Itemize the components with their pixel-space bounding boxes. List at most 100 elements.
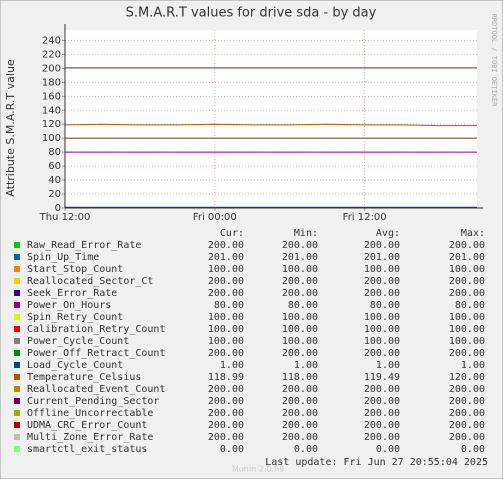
y-tick-label: 20: [48, 189, 61, 200]
legend-header: Min:: [294, 228, 318, 239]
legend-stat: 100.00: [282, 264, 318, 275]
legend-swatch: [14, 302, 20, 308]
legend-stat: 0.00: [220, 444, 244, 455]
legend-stat: 80.00: [455, 300, 485, 311]
legend-stat: 100.00: [282, 324, 318, 335]
legend-stat: 100.00: [364, 324, 400, 335]
legend-stat: 200.00: [208, 408, 244, 419]
legend-stat: 200.00: [208, 348, 244, 359]
legend-stat: 200.00: [449, 432, 485, 443]
series-line: [64, 123, 477, 127]
legend-swatch: [14, 410, 20, 416]
legend-stat: 200.00: [282, 276, 318, 287]
legend-stat: 200.00: [282, 348, 318, 359]
legend-swatch: [14, 278, 20, 284]
y-tick-label: 80: [48, 147, 61, 158]
legend-stat: 118.00: [282, 372, 318, 383]
y-tick-label: 120: [42, 119, 61, 130]
y-tick-label: 100: [42, 133, 61, 144]
legend-stat: 200.00: [282, 384, 318, 395]
legend-stat: 200.00: [364, 276, 400, 287]
legend-label: Offline_Uncorrectable: [27, 408, 153, 419]
legend-label: Power_Off_Retract_Count: [27, 348, 165, 359]
legend-label: Start_Stop_Count: [27, 264, 123, 275]
legend-stat: 100.00: [364, 336, 400, 347]
legend-stat: 200.00: [208, 288, 244, 299]
chart-title: S.M.A.R.T values for drive sda - by day: [126, 6, 377, 21]
legend-stat: 200.00: [364, 348, 400, 359]
legend-stat: 200.00: [449, 420, 485, 431]
legend-stat: 200.00: [364, 384, 400, 395]
legend-swatch: [14, 398, 20, 404]
legend-label: Raw_Read_Error_Rate: [27, 240, 141, 251]
legend-stat: 200.00: [282, 420, 318, 431]
legend-stat: 200.00: [208, 420, 244, 431]
legend-stat: 200.00: [282, 396, 318, 407]
legend-stat: 200.00: [449, 384, 485, 395]
legend-stat: 200.00: [449, 348, 485, 359]
legend-stat: 200.00: [449, 408, 485, 419]
y-tick-label: 140: [42, 105, 61, 116]
legend-stat: 200.00: [208, 432, 244, 443]
legend-swatch: [14, 254, 20, 260]
legend-swatch: [14, 290, 20, 296]
legend-label: Current_Pending_Sector: [27, 396, 159, 407]
legend-label: Seek_Error_Rate: [27, 288, 117, 299]
legend-stat: 100.00: [208, 336, 244, 347]
y-tick-label: 0: [55, 203, 61, 214]
legend-label: Reallocated_Event_Count: [27, 384, 165, 395]
legend-swatch: [14, 266, 20, 272]
y-tick-label: 180: [42, 77, 61, 88]
legend-stat: 100.00: [449, 336, 485, 347]
y-tick-label: 60: [48, 161, 61, 172]
legend-stat: 200.00: [208, 276, 244, 287]
legend-stat: 80.00: [214, 300, 244, 311]
legend-stat: 200.00: [208, 384, 244, 395]
legend-label: Power_Cycle_Count: [27, 336, 129, 347]
legend-stat: 200.00: [282, 288, 318, 299]
version: Munin 2.0.69: [232, 465, 284, 474]
legend-stat: 100.00: [282, 336, 318, 347]
legend-stat: 200.00: [364, 288, 400, 299]
legend-stat: 100.00: [449, 324, 485, 335]
legend-stat: 200.00: [449, 396, 485, 407]
legend-stat: 0.00: [294, 444, 318, 455]
legend-stat: 100.00: [364, 264, 400, 275]
plot-area: [65, 30, 477, 208]
legend-label: Spin_Up_Time: [27, 252, 99, 263]
x-tick-label: Thu 12:00: [39, 212, 91, 223]
legend-stat: 1.00: [461, 360, 485, 371]
legend-stat: 100.00: [208, 264, 244, 275]
legend-swatch: [14, 386, 20, 392]
legend-stat: 1.00: [220, 360, 244, 371]
legend-stat: 100.00: [449, 312, 485, 323]
y-tick-label: 40: [48, 175, 61, 186]
legend-swatch: [14, 422, 20, 428]
legend-stat: 201.00: [449, 252, 485, 263]
legend-stat: 200.00: [364, 396, 400, 407]
legend-stat: 118.99: [208, 372, 244, 383]
legend-stat: 201.00: [208, 252, 244, 263]
legend-stat: 201.00: [282, 252, 318, 263]
legend-stat: 201.00: [364, 252, 400, 263]
legend-stat: 200.00: [208, 240, 244, 251]
legend-stat: 119.49: [364, 372, 400, 383]
legend-label: Reallocated_Sector_Ct: [27, 276, 153, 287]
legend-swatch: [14, 314, 20, 320]
legend-swatch: [14, 350, 20, 356]
legend-stat: 200.00: [449, 240, 485, 251]
y-tick-label: 220: [42, 49, 61, 60]
legend-label: Power_On_Hours: [27, 300, 111, 311]
legend-stat: 100.00: [208, 324, 244, 335]
legend-swatch: [14, 446, 20, 452]
legend-stat: 200.00: [364, 432, 400, 443]
legend-stat: 200.00: [282, 240, 318, 251]
legend-header: Max:: [461, 228, 485, 239]
legend-label: smartctl_exit_status: [27, 444, 147, 455]
legend-stat: 120.00: [449, 372, 485, 383]
legend-swatch: [14, 338, 20, 344]
legend-stat: 100.00: [282, 312, 318, 323]
x-tick-label: Fri 00:00: [193, 212, 237, 223]
legend-stat: 200.00: [364, 420, 400, 431]
legend-stat: 200.00: [449, 288, 485, 299]
